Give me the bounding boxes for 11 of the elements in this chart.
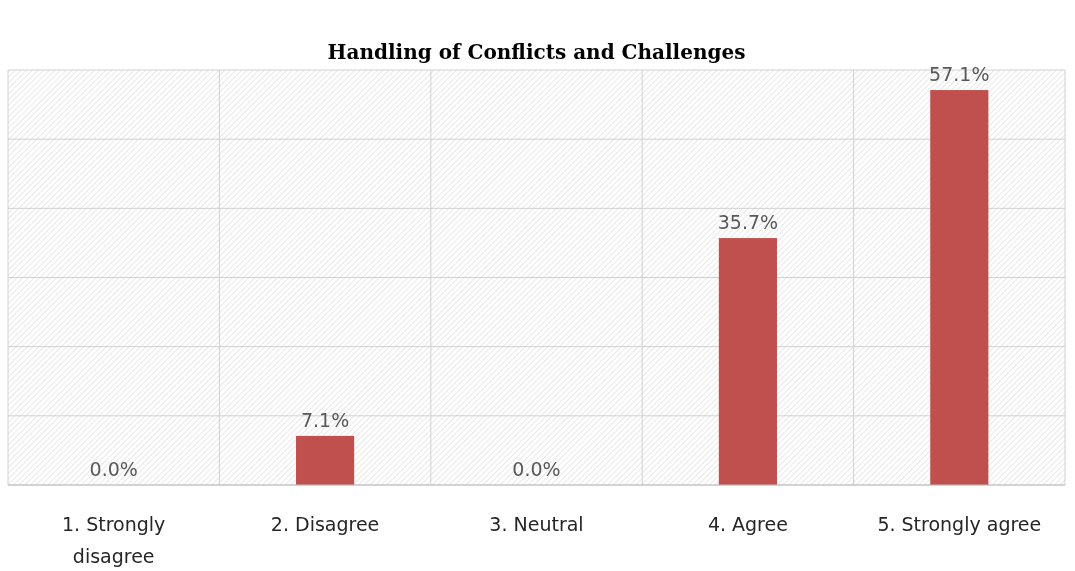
x-tick-label: 4. Agree [707,513,788,535]
data-label: 57.1% [929,63,990,86]
data-label: 0.0% [89,458,138,480]
data-label: 0.0% [512,458,561,480]
data-label: 35.7% [717,211,779,234]
x-tick-label: 3. Neutral [489,513,584,535]
x-tick-label: 5. Strongly agree [877,513,1042,535]
chart-title: Handling of Conflicts and Challenges [327,40,746,64]
data-label: 7.1% [300,408,350,431]
x-tick-label: 1. Strongly disagree [62,513,166,567]
x-tick-label: 2. Disagree [270,513,380,535]
